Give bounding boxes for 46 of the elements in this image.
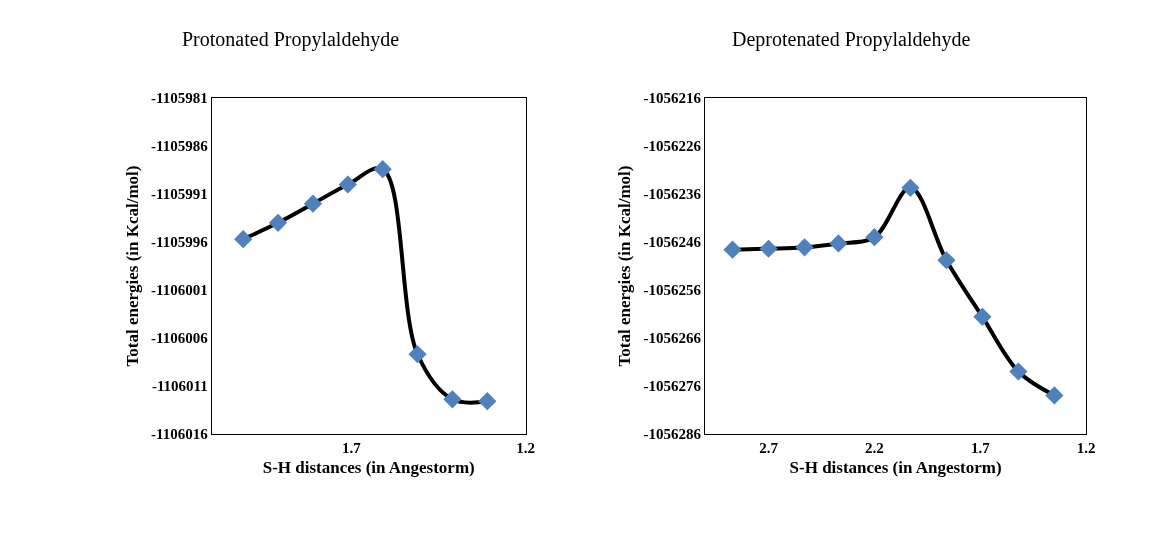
y-tick-label: -1056276 bbox=[643, 378, 702, 395]
point bbox=[234, 230, 253, 249]
point bbox=[937, 251, 956, 270]
point bbox=[901, 178, 920, 197]
point bbox=[865, 228, 884, 247]
y-tick-label: -1106006 bbox=[151, 330, 209, 347]
point bbox=[373, 160, 392, 179]
point bbox=[408, 345, 427, 364]
point bbox=[268, 213, 288, 232]
y-tick-label: -1106011 bbox=[151, 378, 208, 395]
y-tick-label: -1105986 bbox=[151, 138, 209, 155]
y-tick-label: -1056236 bbox=[643, 186, 702, 203]
point bbox=[338, 175, 357, 194]
point bbox=[795, 238, 814, 257]
chart-title: Protonated Propylaldehyde bbox=[182, 28, 400, 51]
point bbox=[973, 307, 992, 326]
y-tick-label: -1056266 bbox=[643, 330, 702, 347]
point bbox=[1009, 362, 1028, 381]
y-tick-label: -1106016 bbox=[151, 426, 209, 443]
y-tick-label: -1056256 bbox=[643, 282, 702, 299]
y-tick-label: -1105991 bbox=[151, 186, 208, 203]
y-tick-label: -1105996 bbox=[151, 234, 209, 251]
chart-title: Deprotenated Propylaldehyde bbox=[732, 28, 971, 51]
x-tick-label: 2.2 bbox=[865, 439, 884, 456]
x-axis-title: S-H distances (in Angestorm) bbox=[262, 458, 475, 478]
y-tick-label: -1056226 bbox=[643, 138, 702, 155]
y-tick-label: -1056246 bbox=[643, 234, 702, 251]
y-tick-label: -1106001 bbox=[151, 282, 208, 299]
y-axis-title: Total energies (in Kcal/mol) bbox=[122, 165, 142, 367]
y-axis-title: Total energies (in Kcal/mol) bbox=[615, 165, 635, 367]
y-tick-label: -1105981 bbox=[151, 90, 208, 107]
point bbox=[443, 390, 462, 409]
point bbox=[759, 239, 778, 258]
x-tick-label: 2.7 bbox=[759, 439, 779, 456]
point bbox=[723, 240, 742, 259]
point bbox=[829, 234, 848, 253]
x-axis-title: S-H distances (in Angestorm) bbox=[789, 458, 1002, 478]
x-tick-label: 1.7 bbox=[970, 439, 991, 456]
point bbox=[303, 194, 323, 213]
x-tick-label: 1.7 bbox=[341, 439, 362, 456]
point bbox=[478, 392, 497, 411]
y-tick-label: -1056286 bbox=[643, 426, 702, 443]
x-tick-label: 1.2 bbox=[1076, 439, 1096, 456]
y-tick-label: -1056216 bbox=[643, 90, 702, 107]
x-tick-label: 1.2 bbox=[516, 439, 536, 456]
point bbox=[1045, 386, 1064, 405]
